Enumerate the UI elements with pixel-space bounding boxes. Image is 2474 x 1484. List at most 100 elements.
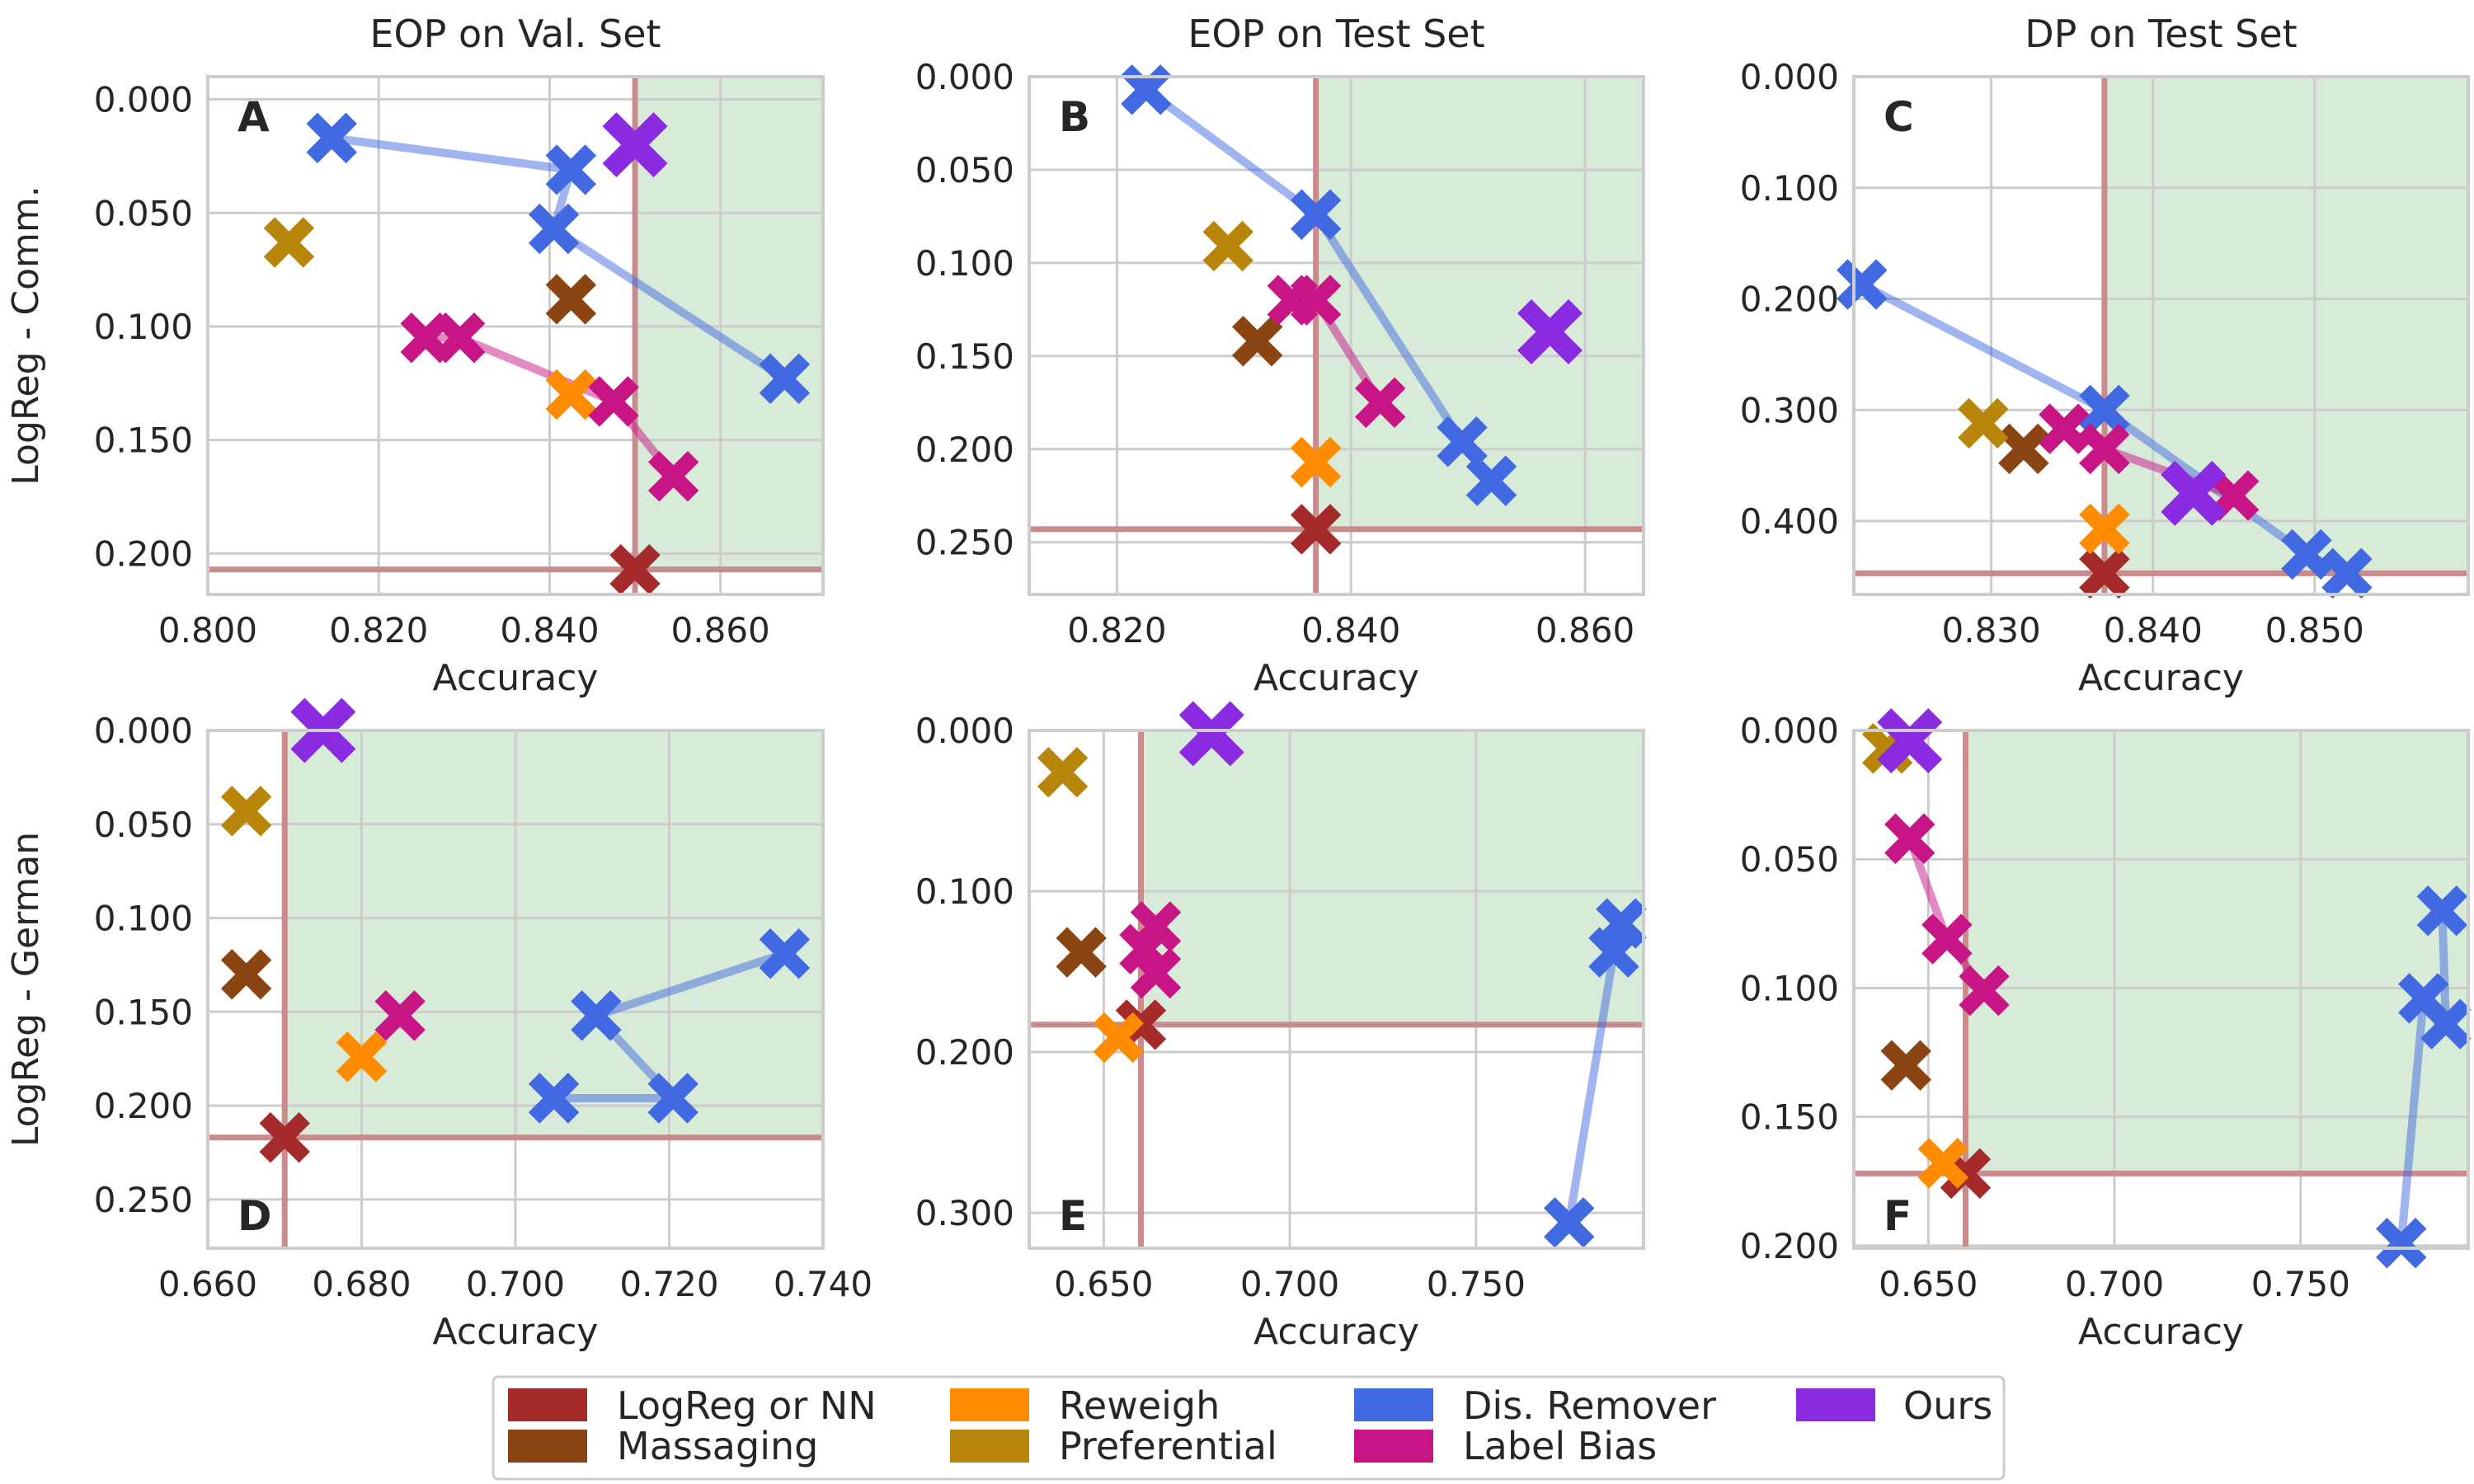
panel-letter: D — [238, 1192, 272, 1240]
y-tick-label: 0.200 — [94, 1086, 193, 1126]
feasible-region — [2104, 77, 2468, 574]
x-tick-label: 0.820 — [1067, 610, 1166, 650]
panel-title: EOP on Val. Set — [369, 12, 661, 56]
marker-dis-remover — [1290, 189, 1342, 240]
feasible-region — [1141, 730, 1644, 1025]
panel-letter: F — [1884, 1192, 1912, 1240]
marker-preferential — [220, 786, 272, 837]
marker-reweigh — [1093, 1012, 1145, 1064]
marker-label-bias — [1130, 947, 1182, 999]
markers — [1837, 259, 2373, 599]
legend-label-logreg: LogReg or NN — [617, 1383, 877, 1428]
panel-title: EOP on Test Set — [1188, 12, 1484, 56]
legend-swatch-ours — [1796, 1388, 1875, 1421]
marker-massaging — [1056, 927, 1107, 978]
y-tick-label: 0.300 — [915, 1193, 1014, 1233]
legend-label-label-bias: Label Bias — [1463, 1424, 1657, 1468]
plot-frame — [206, 729, 825, 1250]
marker-label-bias — [1959, 965, 2010, 1017]
x-axis-label: Accuracy — [2078, 657, 2244, 699]
x-tick-label: 0.750 — [2251, 1264, 2350, 1304]
marker-massaging — [220, 949, 272, 1000]
marker-dis-remover — [2079, 384, 2130, 436]
legend-swatch-massaging — [508, 1430, 587, 1463]
marker-dis-remover — [1543, 1197, 1595, 1248]
x-tick-label: 0.800 — [158, 610, 257, 650]
x-tick-label: 0.700 — [466, 1264, 565, 1304]
feasible-region — [1965, 730, 2468, 1174]
x-axis-label: Accuracy — [433, 1311, 599, 1353]
x-tick-label: 0.700 — [1240, 1264, 1339, 1304]
marker-logreg-or-nn — [259, 1112, 310, 1163]
y-tick-label: 0.000 — [915, 711, 1014, 751]
series-line-dis-remover — [549, 949, 789, 1102]
x-tick-label: 0.840 — [1301, 610, 1400, 650]
x-tick-label: 0.650 — [1879, 1264, 1978, 1304]
marker-dis-remover — [528, 203, 580, 255]
marker-logreg-or-nn — [2079, 547, 2130, 599]
legend-label-preferential: Preferential — [1059, 1424, 1277, 1468]
y-axis-label: LogReg - German — [5, 832, 47, 1147]
y-tick-label: 0.050 — [94, 805, 193, 845]
feasible-region — [285, 730, 823, 1138]
legend-label-reweigh: Reweigh — [1059, 1383, 1220, 1428]
panel-letter: A — [238, 93, 270, 141]
series-line-dis-remover — [327, 134, 789, 383]
x-axis-label: Accuracy — [2078, 1311, 2244, 1353]
y-tick-label: 0.150 — [1740, 1097, 1839, 1138]
plot-frame — [1852, 75, 2470, 596]
markers — [1861, 708, 2472, 1269]
legend-swatch-reweigh — [950, 1388, 1029, 1421]
legend-frame — [492, 1375, 2006, 1481]
legend-swatch-logreg — [508, 1388, 587, 1421]
legend-entry-reweigh: Reweigh — [950, 1383, 1220, 1428]
marker-logreg-or-nn — [1290, 504, 1342, 555]
panel-title: DP on Test Set — [2025, 12, 2297, 56]
x-tick-label: 0.740 — [774, 1264, 872, 1304]
marker-massaging — [1998, 423, 2049, 475]
marker-massaging — [1231, 316, 1283, 367]
panel-c: 0.830 0.840 0.850 0.000 0.100 0.200 0.300 0.400… — [1740, 12, 2470, 699]
marker-label-bias — [374, 990, 426, 1041]
marker-dis-remover — [759, 353, 811, 405]
panels: 0.800 0.820 0.840 0.860 0.000 0.050 0.100 0.150… — [5, 12, 2472, 1353]
x-tick-label: 0.830 — [1942, 610, 2041, 650]
marker-dis-remover — [545, 144, 597, 195]
panel-letter: C — [1884, 93, 1914, 141]
y-tick-label: 0.250 — [915, 523, 1014, 563]
y-tick-label: 0.000 — [1740, 57, 1839, 97]
marker-label-bias — [1290, 275, 1342, 326]
y-tick-label: 0.000 — [94, 80, 193, 120]
legend-entry-ours: Ours — [1796, 1383, 1992, 1428]
plot-frame — [206, 75, 825, 596]
marker-label-bias — [1921, 913, 1973, 965]
y-tick-label: 0.050 — [94, 193, 193, 233]
marker-dis-remover — [2376, 1218, 2427, 1269]
x-tick-label: 0.860 — [1536, 610, 1634, 650]
y-tick-label: 0.150 — [94, 992, 193, 1032]
series-line-label-bias — [421, 333, 678, 481]
y-tick-label: 0.200 — [1740, 279, 1839, 320]
marker-label-bias — [2079, 423, 2130, 475]
markers — [263, 112, 811, 595]
panel-a: 0.800 0.820 0.840 0.860 0.000 0.050 0.100 0.150… — [5, 12, 825, 699]
marker-reweigh — [1917, 1138, 1969, 1189]
panel-e: 0.650 0.700 0.750 0.000 0.100 0.200 0.300 Accur… — [915, 701, 1647, 1353]
marker-dis-remover — [306, 112, 357, 164]
legend-label-ours: Ours — [1903, 1383, 1992, 1428]
marker-ours — [1178, 701, 1244, 767]
x-tick-label: 0.850 — [2265, 610, 2364, 650]
legend-label-massaging: Massaging — [617, 1424, 818, 1468]
y-tick-label: 0.100 — [915, 243, 1014, 284]
panel-b: 0.820 0.840 0.860 0.000 0.050 0.100 0.150 0.200… — [915, 12, 1645, 699]
marker-dis-remover — [2321, 547, 2373, 599]
marker-logreg-or-nn — [609, 543, 661, 595]
marker-massaging — [1880, 1040, 1931, 1091]
panel-letter: E — [1059, 1192, 1087, 1240]
marker-massaging — [545, 274, 597, 325]
x-tick-label: 0.660 — [158, 1264, 257, 1304]
legend: LogReg or NN Massaging Reweigh Preferent… — [492, 1375, 2006, 1481]
legend-swatch-dis-remover — [1354, 1388, 1433, 1421]
x-tick-label: 0.750 — [1427, 1264, 1526, 1304]
y-tick-label: 0.150 — [94, 420, 193, 461]
